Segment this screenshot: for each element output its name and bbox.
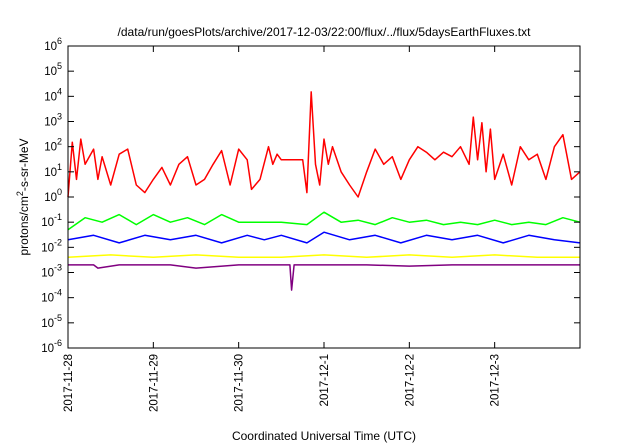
y-tick-label-exponent: -4 xyxy=(54,288,62,298)
y-tick-label: 103 xyxy=(44,112,62,129)
y-tick-label-base: 10 xyxy=(44,192,57,204)
series-line xyxy=(68,264,580,291)
y-tick-label-exponent: -6 xyxy=(54,338,62,348)
y-tick-label-base: 10 xyxy=(44,66,57,78)
x-tick-label: 2017-11-29 xyxy=(148,354,160,412)
y-tick-label-exponent: -5 xyxy=(54,313,62,323)
y-tick-label-base: 10 xyxy=(41,318,54,330)
y-tick-label: 106 xyxy=(44,36,62,53)
y-tick-label-base: 10 xyxy=(41,343,54,355)
plot-frame xyxy=(67,45,581,349)
y-tick-label-base: 10 xyxy=(44,167,57,179)
y-tick-label-exponent: -3 xyxy=(54,263,62,273)
y-tick-label-base: 10 xyxy=(41,293,54,305)
y-tick-label: 102 xyxy=(44,137,62,154)
x-tick-label: 2017-11-30 xyxy=(234,354,246,412)
series-line xyxy=(67,254,580,259)
y-tick-label: 10-1 xyxy=(41,212,62,229)
y-tick-label: 10-5 xyxy=(41,313,62,330)
y-tick-label-exponent: 0 xyxy=(57,187,62,197)
y-tick-label-base: 10 xyxy=(44,142,57,154)
y-axis-label: protons/cm2-s-sr-MeV xyxy=(15,138,31,255)
x-tick-label: 2017-11-28 xyxy=(63,354,75,412)
series-line xyxy=(67,91,581,198)
x-axis-ticks: 2017-11-28 2017-11-29 2017-11-30 2017-12-1 2… xyxy=(63,46,502,412)
y-tick-label: 10-2 xyxy=(41,237,62,254)
y-tick-label-exponent: 5 xyxy=(57,61,62,71)
y-tick-label-base: 10 xyxy=(41,217,54,229)
y-tick-label-exponent: 3 xyxy=(57,112,62,122)
y-tick-label-base: 10 xyxy=(44,117,57,129)
y-tick-label: 100 xyxy=(44,187,62,204)
y-axis-label-superscript: 2 xyxy=(15,191,25,196)
y-tick-label-base: 10 xyxy=(41,268,54,280)
y-tick-label: 10-3 xyxy=(41,263,62,280)
y-tick-label-exponent: 2 xyxy=(57,137,62,147)
y-tick-label-base: 10 xyxy=(44,41,57,53)
y-tick-label-exponent: -2 xyxy=(54,237,62,247)
chart-title: /data/run/goesPlots/archive/2017-12-03/2… xyxy=(118,25,532,39)
series-layer xyxy=(67,91,581,291)
x-axis-label: Coordinated Universal Time (UTC) xyxy=(232,429,416,443)
y-axis-ticks: 10610510410310210110010-110-210-310-410-… xyxy=(41,36,580,355)
y-tick-label: 101 xyxy=(44,162,62,179)
y-tick-label: 105 xyxy=(44,61,62,78)
y-tick-label: 104 xyxy=(44,86,62,103)
series-line xyxy=(67,231,581,244)
y-tick-label-exponent: 4 xyxy=(57,86,62,96)
y-tick-label: 10-4 xyxy=(41,288,62,305)
y-tick-label-base: 10 xyxy=(41,242,54,254)
y-tick-label: 10-6 xyxy=(41,338,62,355)
x-tick-label: 2017-12-1 xyxy=(319,354,331,406)
y-axis-label-part: protons/cm xyxy=(17,196,31,255)
y-tick-label-exponent: 6 xyxy=(57,36,62,46)
y-tick-label-base: 10 xyxy=(44,91,57,103)
x-tick-label: 2017-12-2 xyxy=(404,354,416,406)
y-tick-label-exponent: -1 xyxy=(54,212,62,222)
y-axis-label-part: -s-sr-MeV xyxy=(17,138,31,191)
x-tick-label: 2017-12-3 xyxy=(490,354,502,406)
y-tick-label-exponent: 1 xyxy=(57,162,62,172)
series-line xyxy=(67,211,581,231)
